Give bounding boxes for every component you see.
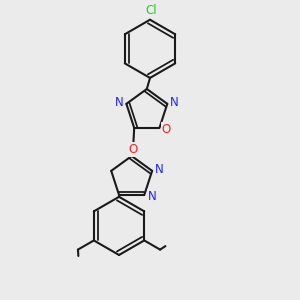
Text: N: N [155,163,164,176]
Text: O: O [162,123,171,136]
Text: Cl: Cl [145,4,157,17]
Text: N: N [148,190,156,203]
Text: N: N [115,96,124,109]
Text: O: O [128,142,138,156]
Text: N: N [170,96,178,109]
